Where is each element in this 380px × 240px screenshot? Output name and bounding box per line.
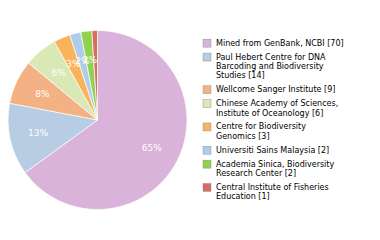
data-label: 65% xyxy=(142,143,162,153)
data-label: 6% xyxy=(52,68,67,78)
data-labels: 65%13%8%6%3%2%2% xyxy=(28,55,162,153)
data-label: 8% xyxy=(35,89,50,99)
data-label: 13% xyxy=(28,128,48,138)
legend-label: Central Institute of FisheriesEducation … xyxy=(216,183,329,201)
legend-label: Chinese Academy of Sciences,Institute of… xyxy=(216,99,338,117)
legend-swatch xyxy=(203,39,211,47)
legend-label: Wellcome Sanger Institute [9] xyxy=(216,85,335,94)
legend-swatch xyxy=(203,86,211,94)
legend-swatch xyxy=(203,53,211,61)
legend-swatch xyxy=(203,146,211,154)
legend-item: Universiti Sains Malaysia [2] xyxy=(203,146,329,155)
legend-label: Paul Hebert Centre for DNABarcoding and … xyxy=(216,53,326,81)
legend-item: Academia Sinica, BiodiversityResearch Ce… xyxy=(203,160,334,178)
legend-item: Centre for BiodiversityGenomics [3] xyxy=(203,122,306,140)
data-label: 2% xyxy=(83,55,98,65)
legend-swatch xyxy=(203,123,211,131)
legend-label: Academia Sinica, BiodiversityResearch Ce… xyxy=(216,160,334,178)
pie-slice xyxy=(92,31,98,121)
legend-item: Mined from GenBank, NCBI [70] xyxy=(203,39,344,48)
legend-label: Mined from GenBank, NCBI [70] xyxy=(216,39,344,48)
pie-slice xyxy=(81,31,98,120)
legend-item: Central Institute of FisheriesEducation … xyxy=(203,183,329,201)
legend-label: Centre for BiodiversityGenomics [3] xyxy=(216,122,306,140)
pie xyxy=(8,31,187,210)
legend-item: Chinese Academy of Sciences,Institute of… xyxy=(203,99,338,117)
legend-swatch xyxy=(203,100,211,108)
chart: 65%13%8%6%3%2%2%Mined from GenBank, NCBI… xyxy=(0,0,380,240)
legend: Mined from GenBank, NCBI [70] Paul Hebert… xyxy=(203,39,344,202)
legend-label: Universiti Sains Malaysia [2] xyxy=(216,146,329,155)
legend-item: Paul Hebert Centre for DNABarcoding and … xyxy=(203,53,326,81)
legend-item: Wellcome Sanger Institute [9] xyxy=(203,85,335,94)
legend-swatch xyxy=(203,160,211,168)
legend-swatch xyxy=(203,183,211,191)
